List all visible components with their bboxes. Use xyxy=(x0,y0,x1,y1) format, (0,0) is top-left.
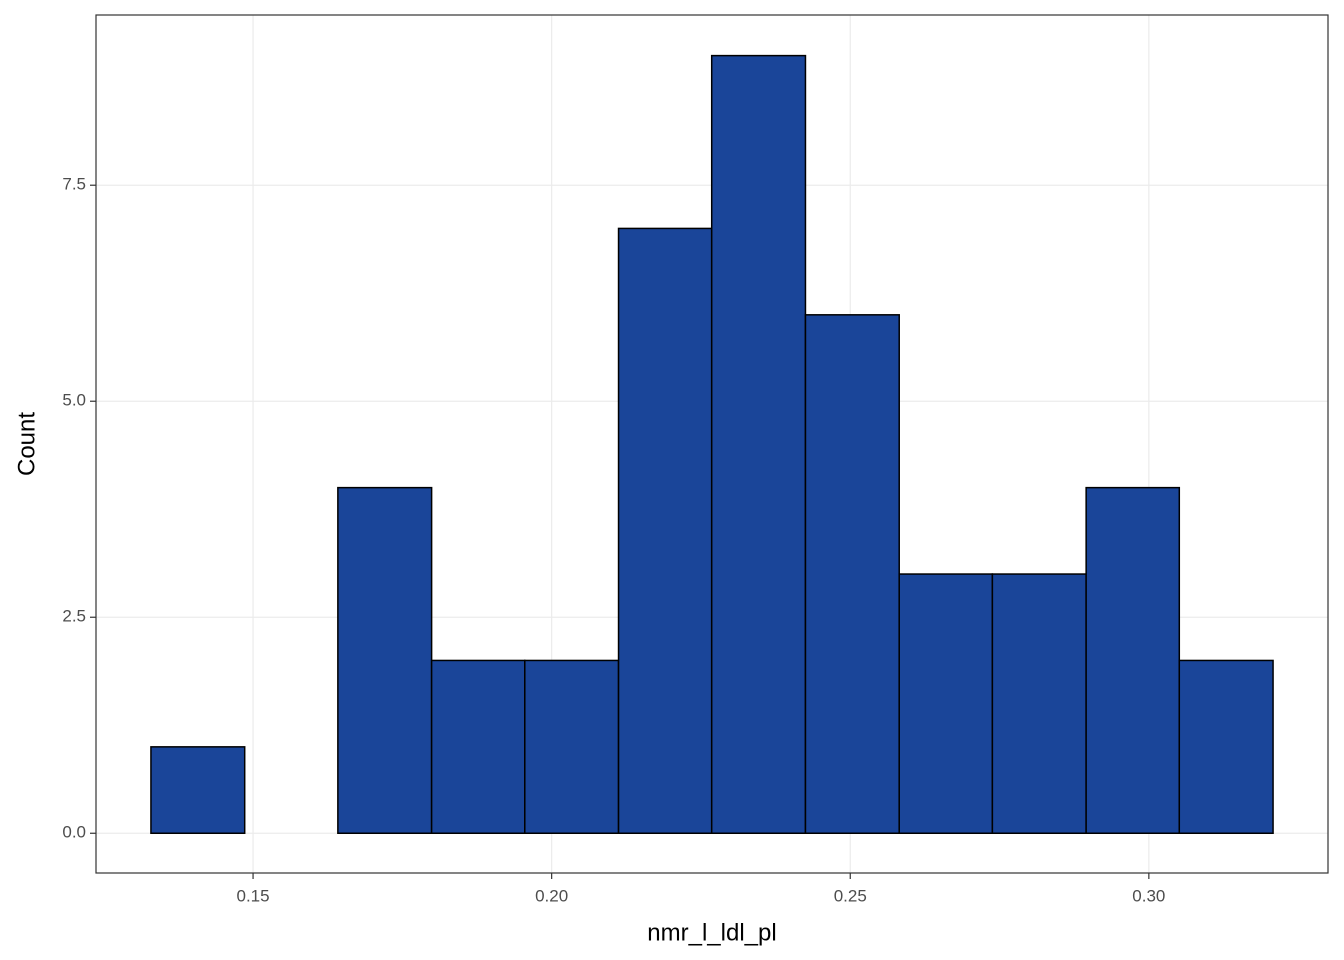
bar xyxy=(1178,659,1274,835)
panel-border xyxy=(95,14,1329,874)
bar xyxy=(991,573,1087,835)
x-tick-label: 0.25 xyxy=(834,886,867,905)
bar xyxy=(430,659,526,835)
bar xyxy=(1085,486,1181,835)
x-tick-label: 0.30 xyxy=(1132,886,1165,905)
y-axis-title: Count xyxy=(13,412,40,476)
bar xyxy=(898,573,994,835)
bar xyxy=(710,54,807,835)
y-tick-label: 7.5 xyxy=(62,175,86,194)
x-tick-label: 0.15 xyxy=(237,886,270,905)
bar xyxy=(337,486,433,835)
y-tick-label: 2.5 xyxy=(62,607,86,626)
x-tick-label: 0.20 xyxy=(535,886,568,905)
y-tick-label: 5.0 xyxy=(62,391,86,410)
y-tick-label: 0.0 xyxy=(62,823,86,842)
x-axis-title: nmr_l_ldl_pl xyxy=(647,919,776,946)
bar xyxy=(617,227,713,835)
bar xyxy=(804,314,900,835)
bar xyxy=(524,659,620,835)
bar xyxy=(150,746,246,835)
